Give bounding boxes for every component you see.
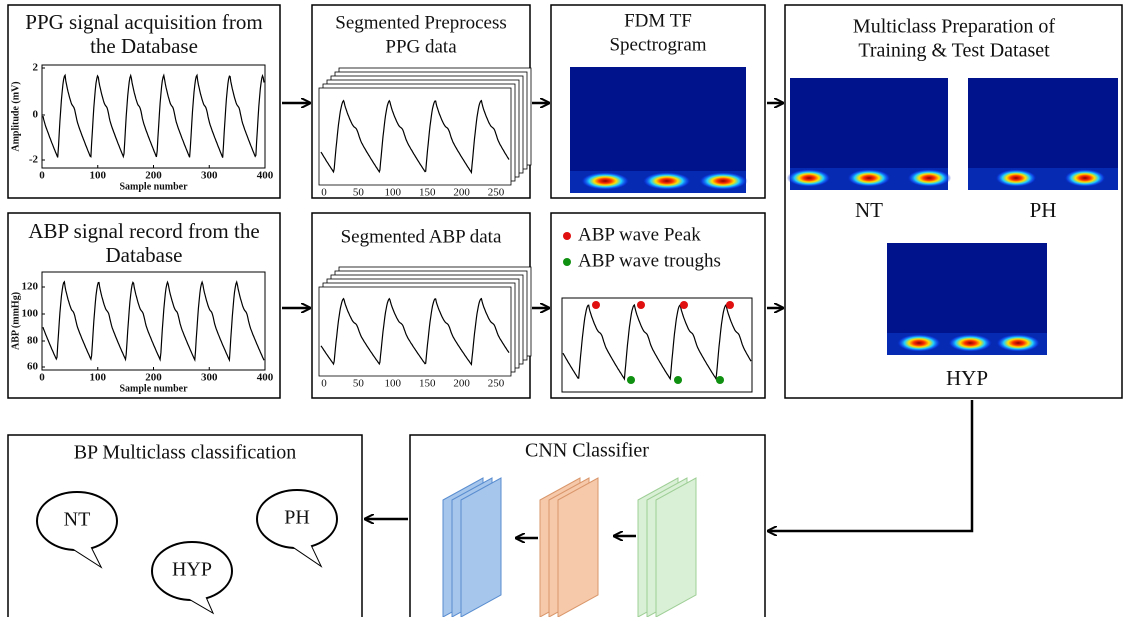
spectrogram-energy xyxy=(906,169,952,187)
x-tick-label: 300 xyxy=(201,170,218,182)
abp-box xyxy=(7,212,281,399)
spectrogram-energy xyxy=(698,172,748,190)
spectrogram-energy xyxy=(642,172,692,190)
trough-marker xyxy=(716,376,724,384)
y-tick-label: 100 xyxy=(22,308,39,320)
tail-cover xyxy=(292,544,320,565)
y-axis-label: Amplitude (mV) xyxy=(10,81,21,151)
signal-trace xyxy=(42,280,265,363)
panel-title: PPG signal acquisition from xyxy=(25,10,262,34)
x-tick-label: 100 xyxy=(385,187,402,199)
panel-title: Training & Test Dataset xyxy=(858,40,1050,62)
panel-title: CNN Classifier xyxy=(525,440,649,462)
ppg-box xyxy=(7,4,281,199)
x-tick-label: 250 xyxy=(488,187,505,199)
class-bubble-label: NT xyxy=(64,509,91,531)
panel-title: Spectrogram xyxy=(609,34,706,55)
cnn-layer xyxy=(655,477,697,617)
y-tick-label: 60 xyxy=(27,361,39,373)
panel-title: Database xyxy=(106,243,183,267)
x-tick-label: 300 xyxy=(201,372,218,384)
trough-marker xyxy=(627,376,635,384)
x-tick-label: 250 xyxy=(488,378,505,390)
spectrogram-energy xyxy=(896,334,942,352)
class-label: HYP xyxy=(946,366,988,390)
x-tick-label: 0 xyxy=(39,170,45,182)
class-bubble-label: HYP xyxy=(172,559,212,581)
x-axis-label: Sample number xyxy=(119,383,188,394)
y-tick-label: 80 xyxy=(27,335,39,347)
tail-cover xyxy=(188,596,212,612)
x-tick-label: 200 xyxy=(145,372,162,384)
spectrogram-energy xyxy=(846,169,892,187)
x-tick-label: 50 xyxy=(353,378,365,390)
class-bubble-label: PH xyxy=(284,507,310,529)
x-tick-label: 200 xyxy=(145,170,162,182)
panel-title: BP Multiclass classification xyxy=(74,442,297,464)
class-label: NT xyxy=(855,198,883,222)
legend-label: ABP wave Peak xyxy=(578,224,701,245)
tail-cover xyxy=(72,546,100,566)
segment-trace xyxy=(320,297,510,367)
x-tick-label: 150 xyxy=(419,378,436,390)
signal-trace xyxy=(42,73,265,159)
y-tick-label: -2 xyxy=(29,154,39,166)
x-tick-label: 150 xyxy=(419,187,436,199)
legend-marker xyxy=(563,258,571,266)
x-tick-label: 200 xyxy=(453,187,470,199)
legend-marker xyxy=(563,232,571,240)
abp-trace xyxy=(562,303,752,381)
cnn-layer xyxy=(557,477,599,617)
spectrogram-energy xyxy=(1064,169,1106,187)
x-axis-label: Sample number xyxy=(119,181,188,192)
peak-marker xyxy=(637,301,645,309)
y-tick-label: 120 xyxy=(22,281,39,293)
x-tick-label: 100 xyxy=(385,378,402,390)
spectrogram-energy xyxy=(580,172,630,190)
x-tick-label: 400 xyxy=(257,170,274,182)
legend-label: ABP wave troughs xyxy=(578,250,721,271)
peak-marker xyxy=(726,301,734,309)
y-tick-label: 2 xyxy=(33,62,39,74)
spectrogram-energy xyxy=(786,169,832,187)
cnn-layer xyxy=(460,477,502,617)
segment-trace xyxy=(320,99,510,175)
class-label: PH xyxy=(1030,198,1057,222)
spectrogram-energy xyxy=(947,334,993,352)
spectrogram-energy xyxy=(995,169,1037,187)
x-tick-label: 0 xyxy=(39,372,45,384)
trough-marker xyxy=(674,376,682,384)
panel-title: Segmented ABP data xyxy=(341,226,502,247)
plot-frame xyxy=(561,297,753,393)
peak-marker xyxy=(592,301,600,309)
x-tick-label: 400 xyxy=(257,372,274,384)
panel-title: ABP signal record from the xyxy=(28,219,259,243)
y-tick-label: 0 xyxy=(33,109,39,121)
x-tick-label: 200 xyxy=(453,378,470,390)
x-tick-label: 100 xyxy=(90,372,107,384)
panel-title: Segmented Preprocess xyxy=(335,12,506,33)
panel-title: PPG data xyxy=(385,36,457,57)
x-tick-label: 0 xyxy=(321,187,327,199)
x-tick-label: 0 xyxy=(321,378,327,390)
spectrogram-energy xyxy=(995,334,1041,352)
x-tick-label: 50 xyxy=(353,187,365,199)
peak-marker xyxy=(680,301,688,309)
panel-title: the Database xyxy=(90,34,198,58)
panel-title: FDM TF xyxy=(624,10,692,31)
y-axis-label: ABP (mmHg) xyxy=(10,292,21,350)
panel-title: Multiclass Preparation of xyxy=(853,16,1056,38)
x-tick-label: 100 xyxy=(90,170,107,182)
arrow xyxy=(768,400,974,531)
